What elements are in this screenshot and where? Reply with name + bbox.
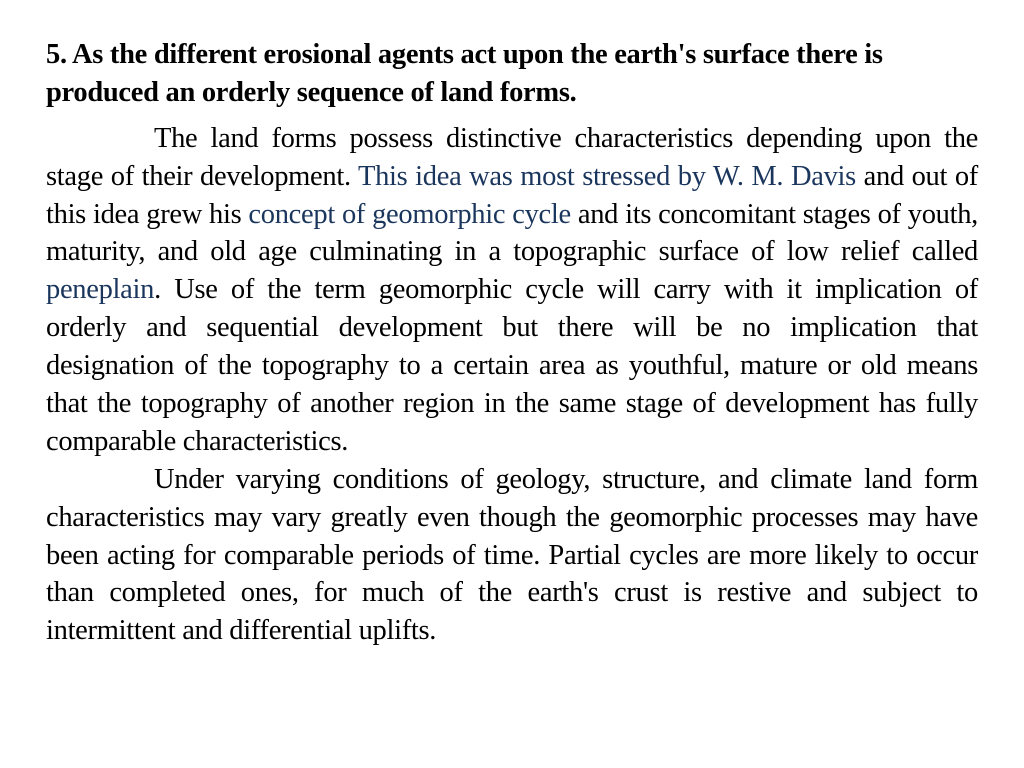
p1-text-4: . Use of the term geomorphic cycle will … [46, 274, 978, 457]
section-heading: 5. As the different erosional agents act… [46, 36, 978, 112]
p1-highlight-peneplain: peneplain [46, 274, 154, 305]
p1-highlight-davis: This idea was most stressed by W. M. Dav… [358, 161, 856, 192]
document-page: 5. As the different erosional agents act… [0, 0, 1024, 686]
p1-highlight-geomorphic-cycle: concept of geomorphic cycle [248, 199, 570, 230]
p2-text: Under varying conditions of geology, str… [46, 464, 978, 647]
paragraph-1: The land forms possess distinctive chara… [46, 120, 978, 461]
paragraph-2: Under varying conditions of geology, str… [46, 461, 978, 650]
